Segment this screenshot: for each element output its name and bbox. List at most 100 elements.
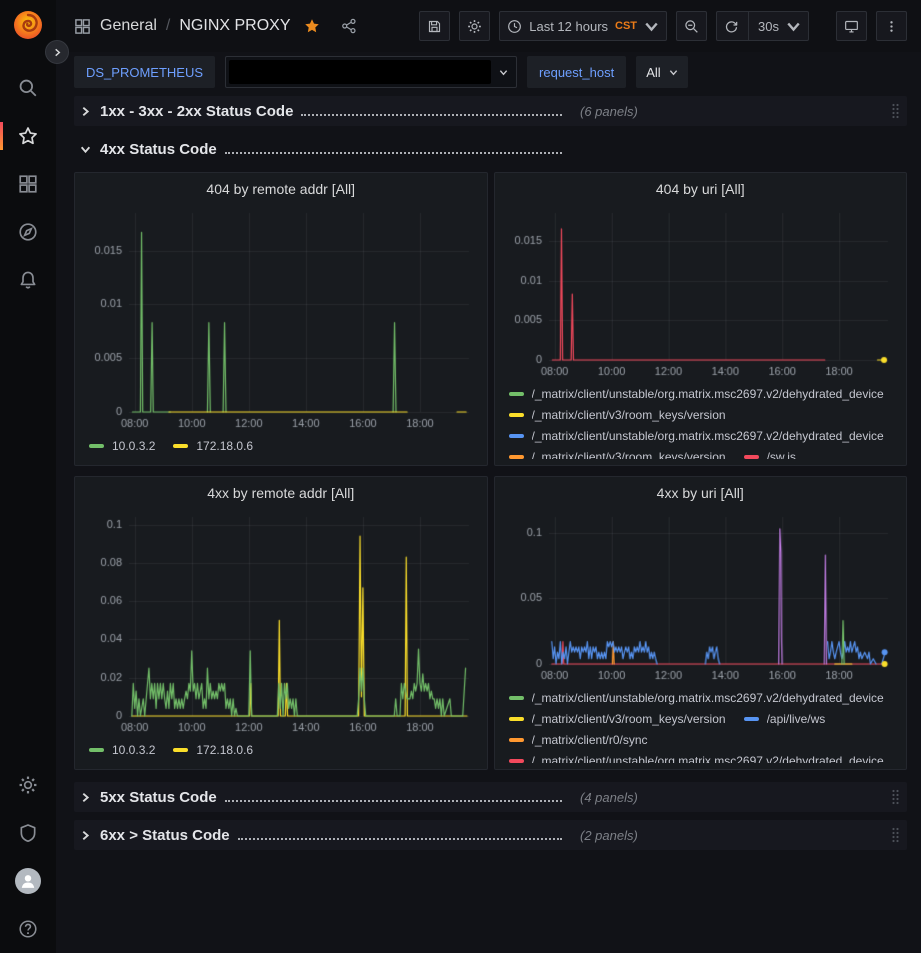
sidebar-expand-button[interactable] — [45, 40, 69, 64]
redacted-datasource-value — [229, 60, 492, 84]
legend-label: /_matrix/client/unstable/org.matrix.msc2… — [531, 386, 884, 401]
panel-legend: 10.0.3.2 172.18.0.6 — [83, 433, 479, 459]
sidebar-item-profile[interactable] — [0, 857, 56, 905]
legend-item[interactable]: /_matrix/client/v3/room_keys/version — [508, 404, 726, 425]
legend-item[interactable]: /api/live/ws — [743, 708, 825, 729]
row-drag-handle[interactable] — [891, 103, 900, 119]
legend-item[interactable]: /_matrix/client/r0/sync — [508, 729, 648, 750]
more-options-button[interactable] — [876, 11, 907, 41]
sidebar-item-search[interactable] — [0, 64, 56, 112]
sidebar-item-explore[interactable] — [0, 208, 56, 256]
panel-title[interactable]: 4xx by uri [All] — [656, 485, 744, 501]
legend-label: /_matrix/client/unstable/org.matrix.msc2… — [531, 753, 884, 764]
legend-item[interactable]: /_matrix/client/unstable/org.matrix.msc2… — [508, 750, 884, 764]
time-series-plot[interactable] — [83, 203, 479, 433]
chevron-right-icon — [80, 792, 94, 803]
row-header-5xx[interactable]: 5xx Status Code (4 panels) — [74, 782, 907, 812]
sidebar-item-starred[interactable] — [0, 112, 56, 160]
save-icon — [429, 20, 441, 32]
panel-title[interactable]: 4xx by remote addr [All] — [207, 485, 355, 501]
row-title: 6xx > Status Code — [100, 826, 230, 844]
legend-swatch — [508, 695, 524, 700]
sidebar-item-dashboards[interactable] — [0, 160, 56, 208]
breadcrumb: General / NGINX PROXY — [74, 17, 357, 35]
row-header-1xx-3xx-2xx[interactable]: 1xx - 3xx - 2xx Status Code (6 panels) — [74, 96, 907, 126]
panels-grid: 404 by remote addr [All] 10.0.3.2 172.18.… — [74, 172, 907, 770]
save-dashboard-button[interactable] — [419, 11, 451, 41]
legend-item[interactable]: 172.18.0.6 — [173, 739, 253, 760]
time-series-plot[interactable] — [83, 507, 479, 737]
refresh-picker[interactable]: 30s — [716, 11, 809, 41]
row-header-4xx[interactable]: 4xx Status Code — [74, 134, 907, 164]
sidebar-item-help[interactable] — [0, 905, 56, 953]
row-dots-filler — [301, 103, 562, 116]
cycle-view-mode-button[interactable] — [836, 11, 867, 41]
panel-title[interactable]: 404 by remote addr [All] — [206, 181, 356, 197]
sidebar — [0, 0, 56, 953]
gear-icon — [468, 19, 482, 33]
row-dots-filler — [237, 827, 562, 840]
row-header-6xx[interactable]: 6xx > Status Code (2 panels) — [74, 820, 907, 850]
timezone-label: CST — [615, 20, 638, 32]
legend-item[interactable]: /_matrix/client/unstable/org.matrix.msc2… — [508, 383, 884, 404]
legend-swatch — [508, 433, 524, 438]
sidebar-item-alerting[interactable] — [0, 256, 56, 304]
row-left: 6xx > Status Code — [74, 827, 566, 844]
time-series-plot[interactable] — [502, 203, 898, 381]
legend-swatch — [508, 737, 524, 742]
legend-label: /_matrix/client/v3/room_keys/version — [531, 711, 726, 726]
row-panel-count: (4 panels) — [580, 789, 638, 805]
divider — [748, 12, 750, 40]
row-drag-handle[interactable] — [891, 789, 900, 805]
zoom-out-button[interactable] — [676, 11, 708, 41]
row-drag-handle[interactable] — [891, 827, 900, 843]
panel-title[interactable]: 404 by uri [All] — [655, 181, 745, 197]
legend-swatch — [89, 443, 104, 448]
variable-value-request-host-dropdown[interactable]: All — [636, 56, 688, 88]
panel-legend: /_matrix/client/unstable/org.matrix.msc2… — [503, 685, 899, 763]
variable-label-request-host: request_host — [527, 56, 627, 88]
variable-selected-value: All — [646, 64, 661, 80]
row-title: 4xx Status Code — [100, 140, 217, 158]
panel-4xx-by-remote-addr: 4xx by remote addr [All] 10.0.3.2 172.18.… — [74, 476, 488, 770]
legend-item[interactable]: /_matrix/client/v3/room_keys/version — [508, 446, 726, 459]
chevron-right-icon — [80, 106, 94, 117]
favorite-star-icon[interactable] — [304, 18, 320, 34]
legend-label: 172.18.0.6 — [196, 438, 254, 453]
legend-item[interactable]: /_matrix/client/v3/room_keys/version — [508, 708, 726, 729]
legend-item[interactable]: 172.18.0.6 — [173, 435, 253, 456]
breadcrumb-dashboard-title[interactable]: NGINX PROXY — [179, 17, 291, 34]
star-icon — [19, 127, 37, 145]
legend-swatch — [173, 747, 189, 752]
clock-icon — [508, 19, 522, 33]
sidebar-item-server-admin[interactable] — [0, 809, 56, 857]
legend-item[interactable]: /sw.js — [743, 446, 796, 459]
grafana-logo[interactable] — [11, 8, 45, 42]
row-left: 4xx Status Code — [74, 141, 566, 158]
gear-icon — [19, 776, 37, 794]
legend-swatch — [508, 758, 524, 763]
legend-swatch — [508, 454, 524, 459]
legend-item[interactable]: /_matrix/client/unstable/org.matrix.msc2… — [508, 687, 884, 708]
panel-404-by-remote-addr: 404 by remote addr [All] 10.0.3.2 172.18.… — [74, 172, 488, 466]
time-range-picker[interactable]: Last 12 hours CST — [499, 11, 668, 41]
compass-icon — [19, 223, 37, 241]
legend-swatch — [173, 443, 189, 448]
navbar-actions: Last 12 hours CST 30s — [419, 11, 907, 41]
time-series-plot[interactable] — [502, 507, 898, 685]
avatar — [15, 868, 41, 894]
panel-4xx-by-uri: 4xx by uri [All] /_matrix/client/unstabl… — [493, 476, 907, 770]
chevron-down-icon — [669, 69, 677, 75]
share-icon[interactable] — [341, 18, 357, 34]
legend-item[interactable]: 10.0.3.2 — [89, 435, 155, 456]
legend-item[interactable]: /_matrix/client/unstable/org.matrix.msc2… — [508, 425, 884, 446]
sidebar-item-configuration[interactable] — [0, 761, 56, 809]
dashboard-settings-button[interactable] — [459, 11, 491, 41]
breadcrumb-folder[interactable]: General — [100, 17, 157, 34]
bell-icon — [20, 271, 36, 289]
variable-value-datasource-dropdown[interactable] — [225, 56, 518, 88]
row-panel-count: (6 panels) — [580, 103, 638, 119]
legend-item[interactable]: 10.0.3.2 — [89, 739, 155, 760]
panel-404-by-uri: 404 by uri [All] /_matrix/client/unstabl… — [493, 172, 907, 466]
